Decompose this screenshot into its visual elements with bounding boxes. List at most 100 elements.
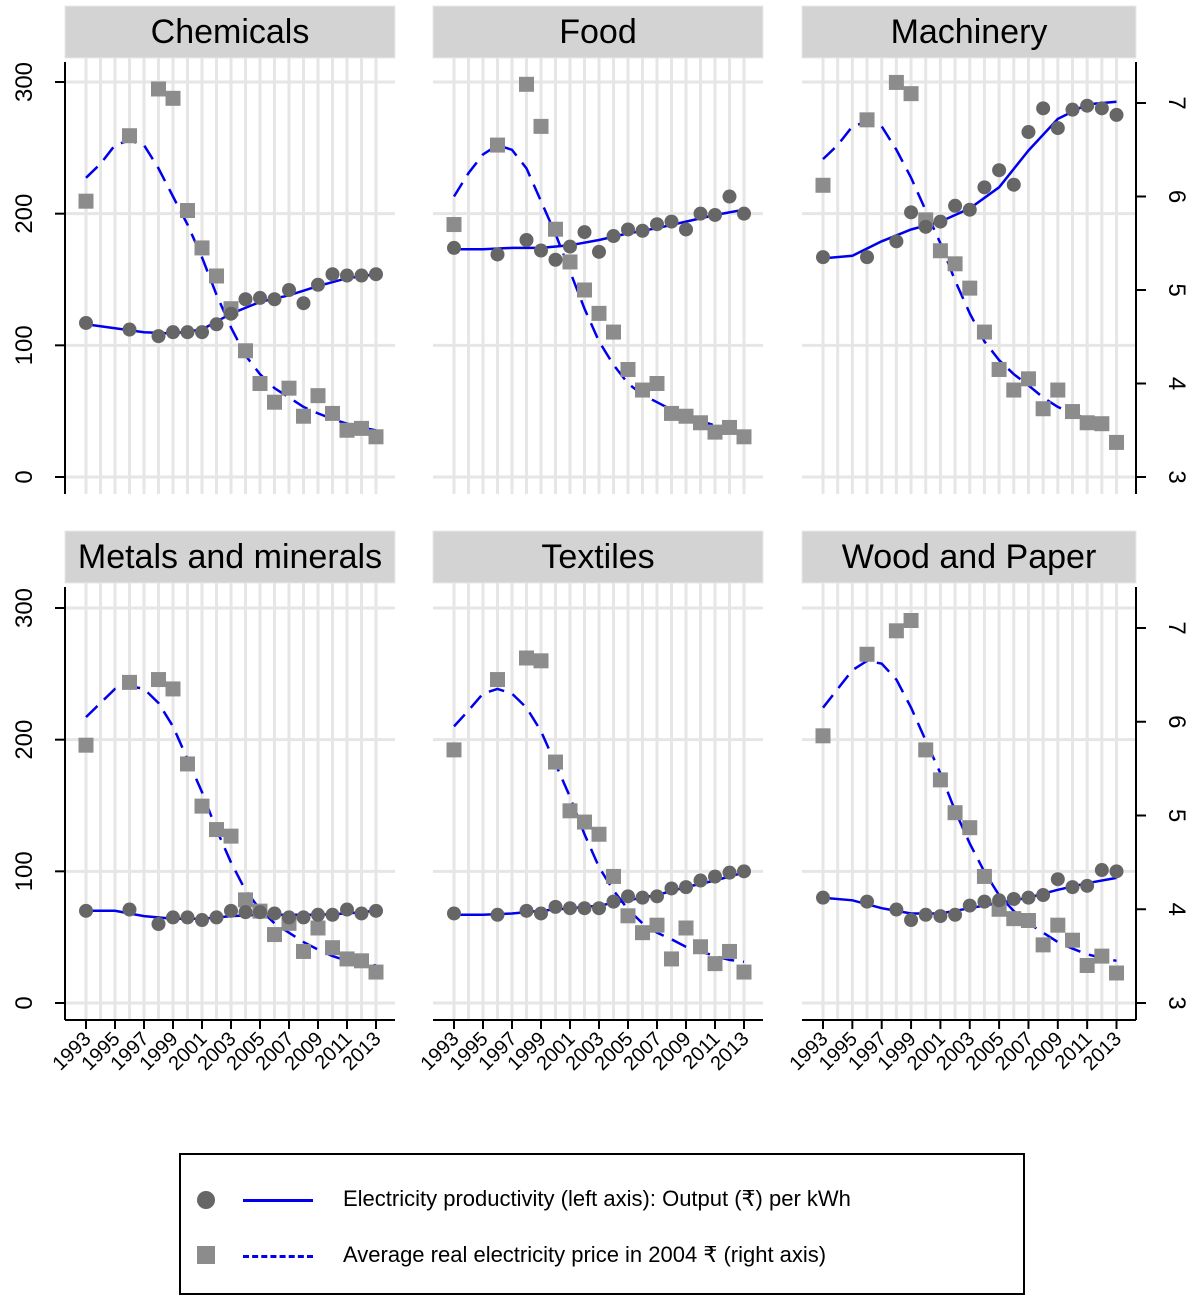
price-point <box>122 674 137 690</box>
productivity-point <box>209 317 224 332</box>
price-point <box>693 415 708 431</box>
price-point <box>209 822 224 838</box>
productivity-point <box>737 864 751 879</box>
right-axis-tick-label: 7 <box>1163 621 1190 634</box>
productivity-point <box>311 277 325 292</box>
circle-marker-icon <box>197 1191 215 1209</box>
productivity-point <box>548 252 563 267</box>
price-point <box>310 920 326 936</box>
productivity-point <box>722 865 737 880</box>
price-point <box>368 964 384 980</box>
productivity-point <box>79 315 93 330</box>
panel-machinery: Machinery 3 4 5 6 7 <box>801 5 1190 494</box>
legend: Electricity productivity (left axis): Ou… <box>179 1153 1025 1295</box>
price-point <box>281 380 297 396</box>
productivity-point <box>238 905 253 920</box>
productivity-point <box>296 296 311 311</box>
productivity-point <box>693 206 708 221</box>
productivity-point <box>679 880 693 895</box>
price-point <box>932 243 948 259</box>
price-point <box>533 653 549 669</box>
productivity-point <box>490 247 505 262</box>
legend-item-price: Average real electricity price in 2004 ₹… <box>181 1235 1023 1275</box>
price-point <box>1079 958 1095 973</box>
productivity-point <box>354 906 369 921</box>
price-point <box>252 376 268 391</box>
price-point <box>1094 948 1110 964</box>
price-point <box>903 613 919 628</box>
productivity-point <box>635 890 650 905</box>
price-point <box>1109 965 1125 981</box>
left-axis-tick-label: 300 <box>11 62 38 102</box>
price-point <box>354 953 369 969</box>
price-point <box>932 772 948 788</box>
productivity-point <box>180 910 195 925</box>
price-point <box>693 939 708 955</box>
price-point <box>976 324 992 340</box>
price-point <box>1109 434 1125 450</box>
productivity-point <box>180 325 195 340</box>
right-axis-tick-label: 4 <box>1163 377 1190 390</box>
productivity-point <box>992 893 1007 908</box>
price-point <box>976 868 992 884</box>
price-point <box>490 672 505 688</box>
productivity-point <box>1080 878 1095 893</box>
productivity-point <box>369 903 383 918</box>
productivity-point <box>282 910 296 925</box>
productivity-point <box>679 222 693 237</box>
productivity-point <box>889 902 904 917</box>
price-point <box>620 908 636 924</box>
price-point <box>325 405 340 421</box>
productivity-point <box>1094 863 1109 878</box>
price-point <box>815 177 831 193</box>
productivity-point <box>282 283 296 298</box>
legend-label-productivity: Electricity productivity (left axis): Ou… <box>343 1186 851 1211</box>
price-point <box>194 798 210 814</box>
productivity-point <box>490 907 505 922</box>
productivity-point <box>664 881 679 896</box>
productivity-point <box>1080 98 1095 113</box>
price-point <box>1020 371 1036 387</box>
price-point <box>1064 932 1080 948</box>
price-point <box>548 754 563 770</box>
price-point <box>519 650 534 666</box>
productivity-point <box>1109 107 1124 122</box>
productivity-point <box>151 329 166 344</box>
price-point <box>591 826 607 842</box>
price-point <box>1006 911 1022 927</box>
chart-figure: Chemicals 0 100 200 300 Food Machinery 3 4 5 6 7 Met… <box>11 5 1190 1075</box>
productivity-point <box>948 907 963 922</box>
productivity-point <box>563 239 577 254</box>
price-point <box>1094 416 1110 432</box>
productivity-point <box>933 214 948 229</box>
price-point <box>296 943 311 959</box>
panel-title: Metals and minerals <box>78 538 382 576</box>
right-axis-tick-label: 3 <box>1163 996 1190 1009</box>
price-point <box>722 419 737 435</box>
price-point <box>209 268 224 284</box>
right-axis-tick-label: 5 <box>1163 809 1190 822</box>
price-point <box>991 361 1007 377</box>
price-point <box>606 868 621 884</box>
price-point <box>947 805 963 821</box>
productivity-point <box>933 909 948 924</box>
price-point <box>78 737 94 753</box>
panel-header <box>801 530 1137 584</box>
productivity-point <box>166 910 180 925</box>
price-point <box>707 956 723 972</box>
productivity-point <box>1065 102 1080 117</box>
productivity-point <box>918 219 933 234</box>
price-point <box>368 429 384 445</box>
price-point <box>635 925 650 941</box>
panel-title: Wood and Paper <box>842 538 1097 576</box>
price-point <box>591 305 607 321</box>
panel-header <box>64 5 396 59</box>
price-point <box>533 118 549 134</box>
productivity-point <box>708 207 722 222</box>
price-point <box>620 361 636 377</box>
productivity-point <box>708 869 722 884</box>
productivity-point <box>253 905 267 920</box>
productivity-point <box>860 894 875 909</box>
productivity-fit-line <box>454 208 745 251</box>
price-point <box>707 424 723 440</box>
